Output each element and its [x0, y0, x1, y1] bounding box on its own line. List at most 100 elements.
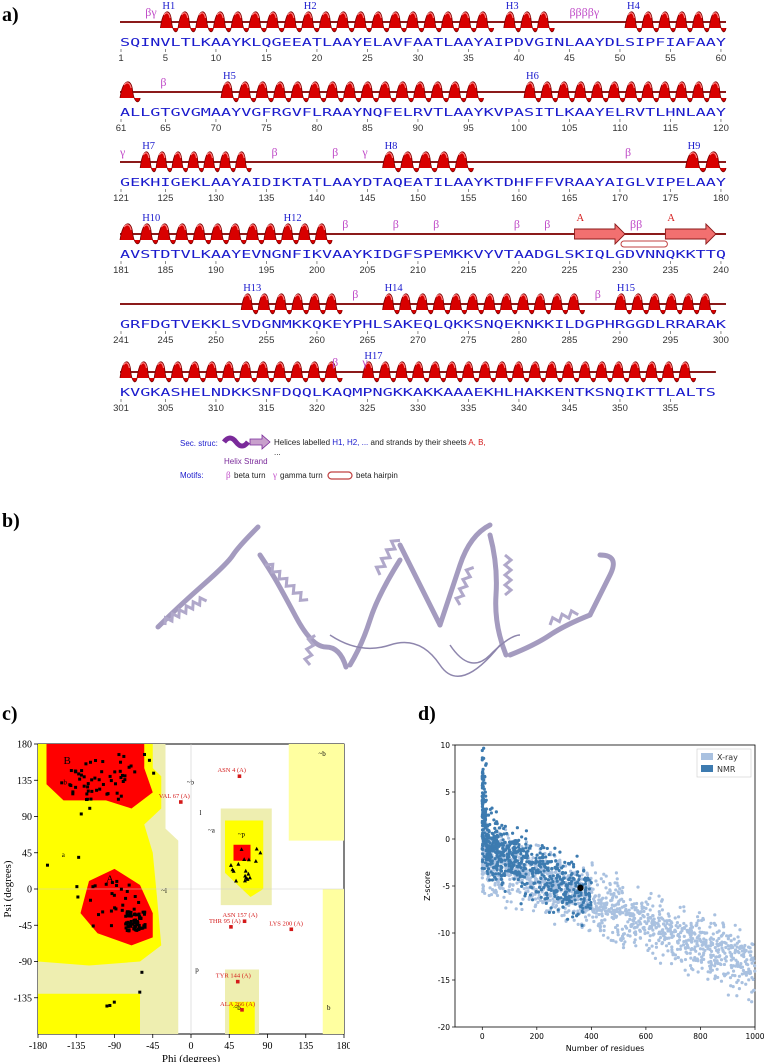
residue-number: 270	[410, 335, 426, 346]
helix	[685, 151, 727, 173]
residue-point	[94, 758, 98, 762]
xray-point	[740, 953, 744, 957]
nmr-point	[519, 866, 523, 870]
nmr-point	[571, 915, 575, 919]
nmr-point	[481, 801, 485, 805]
nmr-point	[498, 826, 502, 830]
xray-point	[689, 966, 694, 971]
xray-point	[527, 878, 532, 882]
nmr-point	[482, 823, 486, 827]
helix-highlight	[287, 12, 295, 19]
nmr-point	[558, 850, 562, 854]
helix-highlight	[543, 82, 551, 89]
xray-point	[610, 903, 614, 907]
xray-point	[676, 940, 680, 945]
helix-highlight	[712, 82, 720, 89]
y-tick-label: -45	[19, 921, 32, 932]
xray-point	[671, 953, 675, 957]
residue-point	[100, 770, 104, 774]
sequence-text: GEKHIGEKLAAYAIDIKTATLAAYDTAQEATILAAYKTDH…	[120, 177, 727, 189]
xray-point	[746, 970, 751, 974]
nmr-point	[507, 852, 511, 856]
helix-highlight	[681, 362, 689, 369]
xray-point	[504, 906, 508, 910]
xray-point	[673, 957, 677, 961]
xray-point	[646, 919, 650, 923]
xray-point	[507, 888, 511, 892]
xray-point	[537, 893, 541, 897]
xray-point	[548, 893, 552, 897]
helix-highlight	[415, 362, 423, 369]
xray-point	[665, 921, 669, 925]
nmr-point	[520, 884, 524, 889]
helix-highlight	[249, 224, 257, 231]
nmr-point	[525, 852, 529, 856]
nmr-point	[531, 874, 535, 878]
helix-highlight	[157, 362, 165, 369]
xray-point	[723, 974, 727, 978]
xray-point	[682, 926, 686, 930]
helix-turn	[511, 361, 530, 383]
residue-point	[152, 771, 156, 775]
helix-highlight	[277, 294, 285, 301]
xray-point	[608, 888, 612, 892]
nmr-point	[532, 881, 536, 885]
nmr-point	[565, 883, 569, 887]
xray-point	[695, 942, 699, 946]
helix-highlight	[259, 362, 267, 369]
xray-point	[531, 909, 536, 913]
helix-highlight	[661, 12, 669, 19]
helix-label: H2	[304, 1, 317, 12]
xray-point	[616, 933, 620, 937]
nmr-point	[480, 794, 485, 799]
xray-point	[553, 905, 558, 909]
xray-point	[713, 945, 717, 950]
residue-number: 170	[612, 193, 628, 204]
nmr-point	[509, 867, 513, 872]
xray-point	[634, 921, 638, 925]
xray-point	[627, 908, 631, 912]
residue-point	[74, 785, 78, 789]
hairpin-icon	[327, 471, 353, 480]
helix-turn	[388, 11, 407, 33]
residue-point	[246, 857, 251, 862]
helix-turn	[219, 151, 236, 173]
residue-point	[86, 789, 90, 793]
nmr-point	[522, 863, 526, 867]
panel-label-d: d)	[418, 703, 436, 725]
xray-point	[632, 940, 636, 945]
nmr-point	[487, 845, 491, 849]
helix-highlight	[213, 224, 222, 231]
residue-number: 195	[259, 265, 275, 276]
nmr-point	[561, 864, 565, 868]
helix	[382, 293, 585, 315]
outlier-label: ASN 4 (A)	[217, 767, 246, 774]
helix-turn	[545, 361, 563, 383]
xray-point	[693, 945, 697, 949]
y-tick-label: 10	[440, 741, 450, 750]
xray-point	[634, 932, 638, 937]
xray-point	[546, 872, 550, 876]
y-tick-label: -90	[19, 957, 32, 968]
helix-turn	[239, 361, 258, 383]
residue-number: 150	[410, 193, 426, 204]
xray-point	[654, 945, 659, 949]
outlier-point	[229, 925, 233, 929]
helix-highlight	[435, 294, 443, 301]
xray-point	[584, 918, 589, 922]
xray-point	[740, 972, 744, 976]
helix-label: H8	[385, 141, 398, 152]
x-tick-label: 135	[298, 1041, 313, 1052]
residue-point	[109, 909, 113, 913]
strand-label: A	[667, 213, 675, 224]
motif-label: β	[332, 145, 338, 159]
xray-point	[598, 929, 603, 933]
xray-point	[731, 969, 736, 973]
xray-point	[685, 943, 690, 947]
helix-highlight	[540, 12, 548, 19]
residue-number: 255	[259, 335, 275, 346]
sequence-text: GRFDGTVEKKLSVDGNMKKQKEYPHLSAKEQLQKKSNQEK…	[120, 319, 727, 331]
nmr-point	[494, 810, 498, 814]
xray-point	[747, 998, 751, 1002]
xray-point	[602, 872, 606, 876]
